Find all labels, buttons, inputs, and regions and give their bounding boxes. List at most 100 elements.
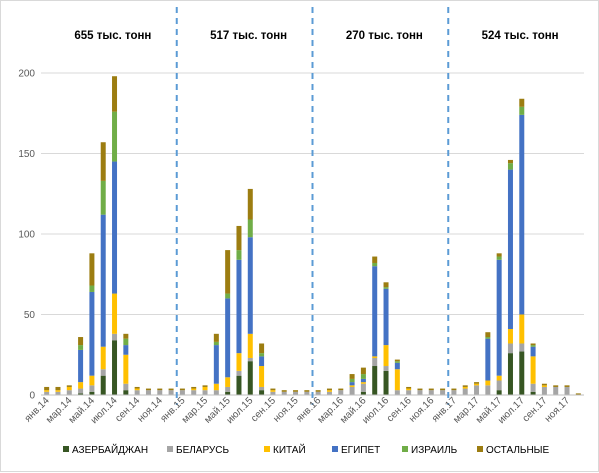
- bar-segment: [213, 345, 219, 384]
- bar-segment: [541, 383, 547, 386]
- bar-segment: [315, 390, 321, 392]
- bar-segment: [372, 256, 378, 263]
- x-tick-label: ноя.17: [543, 395, 573, 425]
- bar-segment: [496, 256, 502, 260]
- bar-segment: [123, 345, 129, 355]
- bar-segment: [236, 375, 242, 395]
- bar-segment: [462, 385, 468, 387]
- bar-segment: [123, 390, 129, 395]
- bar-segment: [100, 346, 106, 370]
- bar-segment: [78, 393, 84, 395]
- bar-segment: [100, 142, 106, 181]
- bar-segment: [78, 345, 84, 350]
- bar-segment: [123, 338, 129, 346]
- bar-segment: [360, 391, 366, 395]
- year-total-label: 524 тыс. тонн: [482, 30, 559, 42]
- bar-segment: [134, 390, 140, 395]
- bar-segment: [507, 328, 513, 344]
- y-tick-label: 50: [24, 310, 36, 321]
- bar-segment: [112, 333, 118, 341]
- bar-segment: [372, 356, 378, 358]
- bar-segment: [360, 374, 366, 379]
- bar-segment: [44, 391, 50, 395]
- bar-segment: [247, 219, 253, 238]
- bar-segment: [112, 76, 118, 112]
- legend-label: АЗЕРБАЙДЖАН: [72, 443, 148, 456]
- bar-segment: [349, 386, 355, 395]
- bar-segment: [417, 388, 423, 391]
- bar-segment: [530, 391, 536, 395]
- bar-segment: [259, 386, 265, 391]
- legend-item: БЕЛАРУСЬ: [167, 445, 229, 456]
- bar-segment: [530, 383, 536, 392]
- legend-swatch: [402, 446, 408, 452]
- bar-segment: [349, 374, 355, 379]
- bar-segment: [338, 390, 344, 395]
- bar-segment: [485, 332, 491, 338]
- bar-segment: [247, 357, 253, 362]
- bar-segment: [519, 114, 525, 315]
- bar-segment: [66, 386, 72, 391]
- bar-segment: [360, 378, 366, 383]
- y-tick-label: 0: [29, 391, 35, 402]
- bar-segment: [100, 180, 106, 215]
- year-total-label: 655 тыс. тонн: [74, 30, 151, 42]
- bar-segment: [225, 250, 231, 294]
- bar-segment: [123, 333, 129, 339]
- bar-segment: [553, 385, 559, 387]
- bar-segment: [157, 388, 163, 391]
- bar-segment: [360, 383, 366, 392]
- bar-segment: [66, 385, 72, 387]
- bar-segment: [89, 285, 95, 292]
- bar-segment: [134, 386, 140, 389]
- bar-segment: [304, 390, 310, 392]
- bar-segment: [394, 369, 400, 391]
- bar-segment: [225, 377, 231, 387]
- bar-segment: [394, 359, 400, 362]
- bar-segment: [89, 375, 95, 386]
- bar-segment: [575, 393, 581, 395]
- legend-item: ОСТАЛЬНЫЕ: [477, 445, 550, 456]
- legend-swatch: [167, 446, 173, 452]
- legend-item: КИТАЙ: [264, 443, 306, 456]
- year-total-label: 517 тыс. тонн: [210, 30, 287, 42]
- bar-segment: [496, 390, 502, 395]
- bar-segment: [507, 343, 513, 354]
- bar-segment: [530, 346, 536, 357]
- bar-segment: [383, 366, 389, 371]
- bar-segment: [349, 382, 355, 386]
- bar-segment: [474, 383, 480, 386]
- bar-segment: [202, 390, 208, 395]
- bar-segment: [247, 333, 253, 358]
- bar-segment: [213, 341, 219, 346]
- bar-segment: [360, 382, 366, 384]
- bar-segment: [406, 388, 412, 391]
- bar-segment: [55, 390, 61, 392]
- bar-segment: [507, 163, 513, 170]
- bar-segment: [225, 391, 231, 395]
- bar-segment: [225, 298, 231, 378]
- bar-segment: [100, 369, 106, 376]
- bar-segment: [259, 390, 265, 395]
- bar-segment: [372, 357, 378, 367]
- bar-segment: [372, 366, 378, 395]
- bar-segment: [293, 390, 299, 392]
- bar-segment: [259, 366, 265, 387]
- bar-segment: [145, 388, 151, 391]
- legend-label: ИЗРАИЛЬ: [411, 445, 458, 456]
- bar-segment: [360, 367, 366, 375]
- bar-segment: [281, 391, 287, 395]
- bar-segment: [349, 385, 355, 387]
- legend-swatch: [332, 446, 338, 452]
- bar-segment: [440, 388, 446, 391]
- bar-segment: [349, 378, 355, 383]
- bar-segment: [213, 390, 219, 395]
- bar-segment: [326, 391, 332, 395]
- bar-segment: [304, 391, 310, 395]
- bar-segment: [89, 291, 95, 376]
- bar-segment: [112, 161, 118, 294]
- bar-segment: [100, 214, 106, 347]
- bar-segment: [78, 382, 84, 389]
- bar-segment: [270, 391, 276, 395]
